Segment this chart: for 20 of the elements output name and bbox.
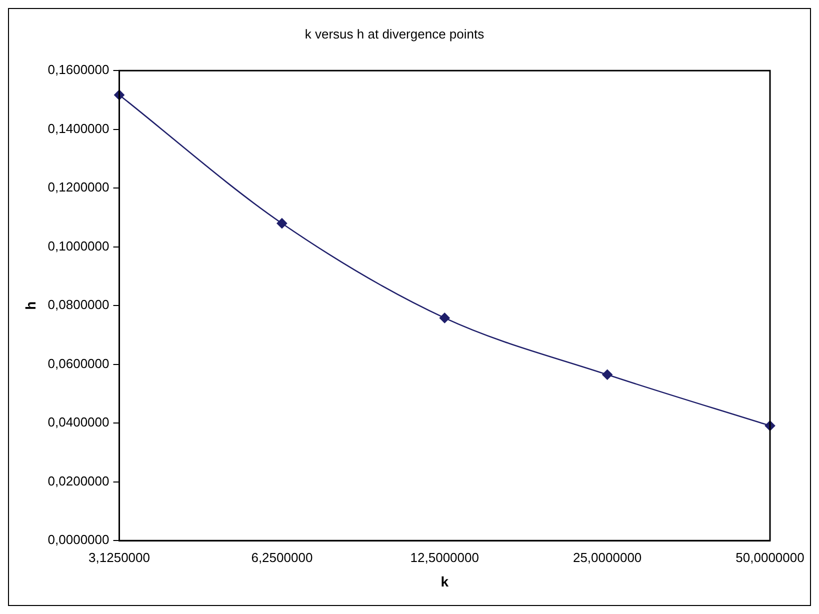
x-tick-label: 12,5000000 — [410, 550, 479, 565]
y-axis-title: h — [22, 301, 38, 310]
y-tick-label: 0,0200000 — [48, 473, 110, 488]
y-tick-label: 0,1000000 — [48, 238, 110, 254]
y-tick-label: 0,0400000 — [48, 414, 110, 430]
chart-title: k versus h at divergence points — [304, 26, 485, 42]
point — [439, 312, 450, 324]
x-axis-title: k — [440, 573, 449, 590]
y-tick-label: 0,0800000 — [48, 297, 110, 312]
y-tick-label: 0,1600000 — [48, 62, 110, 78]
point — [276, 218, 288, 228]
y-tick-label: 0,1200000 — [48, 180, 110, 195]
y-tick-label: 0,0000000 — [48, 532, 110, 548]
x-tick-label: 50,0000000 — [736, 550, 804, 565]
y-tick-label: 0,0600000 — [48, 356, 110, 371]
y-tick-label: 0,1400000 — [48, 120, 110, 136]
x-tick-label: 3,1250000 — [88, 550, 150, 565]
x-tick-label: 6,2500000 — [251, 550, 313, 565]
x-tick-label: 25,0000000 — [572, 550, 642, 565]
point — [602, 369, 612, 380]
